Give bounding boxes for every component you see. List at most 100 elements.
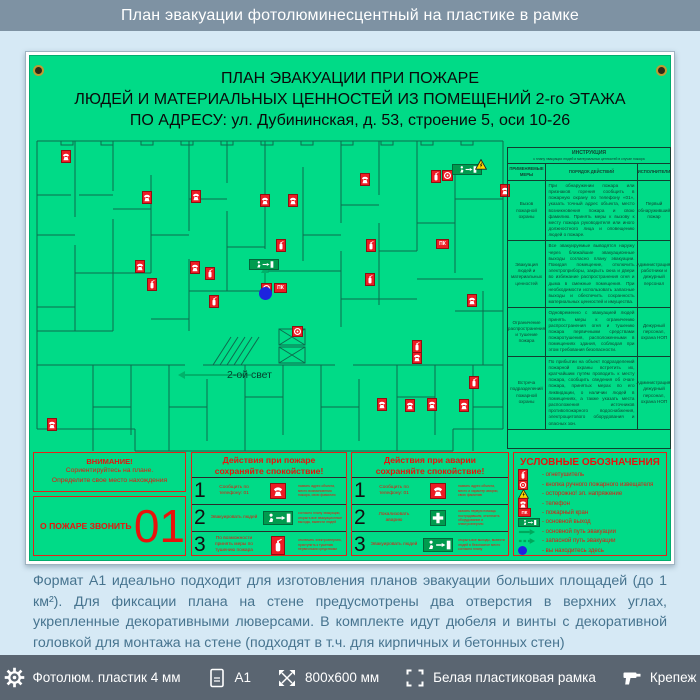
phone-icon: [47, 418, 57, 431]
step-note: открыть все выходы, вывести людей в безо…: [458, 538, 505, 552]
second-light-label: 2-ой свет: [227, 369, 272, 381]
attention-box: ВНИМАНИЕ! Сориентируйтесь на плане. Опре…: [33, 452, 186, 492]
poster-title-line1: ПЛАН ЭВАКУАЦИИ ПРИ ПОЖАРЕ: [220, 70, 480, 87]
page-title: План эвакуации фотолюминесцентный на пла…: [120, 6, 580, 24]
ext-icon: [271, 535, 285, 555]
step-note: отключить электроэнергию, приступить к т…: [298, 538, 342, 552]
spec-item-drill: Крепеж: [622, 668, 697, 688]
spec-label: Крепеж: [649, 670, 697, 685]
fire-actions-panel: Действия при пожаре сохраняйте спокойств…: [191, 452, 347, 556]
dimensions-icon: [277, 668, 297, 688]
phone-icon: [459, 399, 469, 412]
legend-icon-cell: [518, 528, 542, 536]
legend-label: - основной выход: [542, 519, 591, 526]
table-col-header-0: ПРИМЕНЯЕМЫЕ МЕРЫ: [508, 164, 546, 181]
eyelet-right-icon: [656, 65, 667, 76]
step-label: По возможности принять меры по тушению п…: [215, 535, 253, 554]
legend-icon-cell: [518, 537, 542, 545]
step-note: назвать адрес объекта, место возникновен…: [298, 484, 336, 498]
legend-icon-cell: [518, 546, 542, 556]
phone-icon: [405, 399, 415, 412]
step-icon-cell: [418, 510, 458, 526]
legend-label: - кнопка ручного пожарного извещателя: [542, 481, 654, 488]
exitsign-icon: [518, 517, 540, 527]
ext-icon: [147, 278, 157, 291]
legend-item: - телефон: [518, 497, 662, 510]
phone-icon: [270, 483, 286, 499]
table-row-2-measure: Ограничение распространения и тушение по…: [508, 308, 546, 357]
cross-icon: [430, 510, 446, 526]
table-row-2-executor: Дежурный персонал, охрана НОП: [638, 308, 670, 357]
table-row-0-measure: Вызов пожарной охраны: [508, 180, 546, 242]
dot-icon: [259, 287, 272, 300]
legend-label: - пожарный кран: [542, 509, 589, 516]
table-row-1-measure: Эвакуация людей и материальных ценностей: [508, 241, 546, 309]
poster-title-line3: ПО АДРЕСУ: ул. Дубининская, д. 53, строе…: [129, 112, 571, 129]
fire-steps: 1 Сообщить по телефону: 01 назвать адрес о…: [192, 477, 346, 558]
accident-steps: 1 Сообщить по телефону: 01 назвать адрес о…: [352, 477, 508, 558]
table-row-3-action: По прибытии на объект подразделений пожа…: [546, 356, 638, 430]
plan-icons-layer: ПК ПК: [35, 139, 510, 455]
table-row-0-executor: Первый обнаруживший пожар: [638, 181, 670, 242]
action-step-2: 2 Эвакуировать людей согласно плану эвакуа…: [192, 504, 346, 531]
fire-call-label: О ПОЖАРЕ ЗВОНИТЬ: [40, 521, 132, 531]
legend-label: - осторожно! эл. напряжение: [542, 491, 623, 498]
instruction-title: ИНСТРУКЦИЯ: [571, 150, 607, 156]
table-row-1-action: Все эвакуируемые выводятся наружу через …: [546, 241, 638, 309]
fire-actions-title: Действия при пожаре сохраняйте спокойств…: [214, 455, 324, 476]
ext-icon: [276, 239, 286, 252]
ext-icon: [365, 273, 375, 286]
poster-field: ПЛАН ЭВАКУАЦИИ ПРИ ПОЖАРЕ ЛЮДЕЙ И МАТЕРИ…: [29, 55, 671, 561]
arrow-dash-icon: [518, 537, 536, 545]
frame-icon: [405, 668, 425, 688]
pk-icon: ПК: [518, 508, 531, 518]
table-col-header-2: ИСПОЛНИТЕЛИ: [638, 164, 670, 181]
attention-line2: Сориентируйтесь на плане.: [65, 467, 154, 474]
action-step-3: 3 Эвакуировать людей открыть все выходы, в…: [352, 531, 508, 558]
legend-label: - запасной путь эвакуации: [542, 538, 616, 545]
step-note: назвать адрес объекта, место и характер …: [458, 484, 499, 498]
legend-panel: УСЛОВНЫЕ ОБОЗНАЧЕНИЯ - огнетушитель - кно…: [513, 452, 667, 556]
legend-icon-cell: [518, 479, 542, 490]
step-note: согласно плану эвакуации, открыть все эв…: [298, 511, 342, 525]
spec-label: Белая пластиковая рамка: [433, 670, 596, 685]
instruction-grid: ПРИМЕНЯЕМЫЕ МЕРЫ ПОРЯДОК ДЕЙСТВИЙ ИСПОЛНИТ…: [508, 163, 670, 430]
phone-icon: [500, 184, 510, 197]
spec-label: А1: [234, 670, 252, 685]
step-label: Локализовать аварию: [378, 511, 410, 523]
phone-icon: [467, 294, 477, 307]
step-number: 1: [354, 479, 366, 502]
spec-label: Фотолюм. пластик 4 мм: [32, 670, 181, 685]
action-step-3: 3 По возможности принять меры по тушению …: [192, 531, 346, 558]
step-number: 2: [354, 506, 366, 529]
legend-item: - основной выход: [518, 517, 662, 527]
step-number: 3: [194, 533, 206, 556]
spec-item-gear: Фотолюм. пластик 4 мм: [4, 667, 181, 688]
legend-item: - запасной путь эвакуации: [518, 537, 662, 546]
document-icon: [207, 668, 227, 688]
spec-item-doc: А1: [207, 668, 252, 688]
phone-icon: [377, 398, 387, 411]
fire-call-number: 01: [133, 500, 185, 552]
fire-call-box: О ПОЖАРЕ ЗВОНИТЬ 01: [33, 496, 186, 556]
header-bar: План эвакуации фотолюминесцентный на пла…: [0, 0, 700, 31]
step-number: 2: [194, 506, 206, 529]
legend-icon-cell: [518, 517, 542, 527]
alarm-icon: [518, 479, 528, 490]
phone-icon: [61, 150, 71, 163]
table-col-header-1: ПОРЯДОК ДЕЙСТВИЙ: [546, 164, 638, 181]
step-number: 3: [354, 533, 366, 556]
pk-icon: ПК: [274, 283, 287, 293]
step-icon-cell: [418, 538, 458, 552]
exitsign-icon: [423, 538, 453, 552]
poster-title-line2: ЛЮДЕЙ И МАТЕРИАЛЬНЫХ ЦЕННОСТЕЙ ИЗ ПОМЕЩЕ…: [74, 91, 626, 108]
phone-icon: [427, 398, 437, 411]
ext-icon: [469, 376, 479, 389]
accident-actions-title: Действия при аварии сохраняйте спокойств…: [375, 455, 485, 476]
phone-icon: [190, 261, 200, 274]
legend-label: - основной путь эвакуации: [542, 528, 616, 535]
eyelet-left-icon: [33, 65, 44, 76]
step-label: Сообщить по телефону: 01: [219, 484, 249, 496]
step-icon-cell: [258, 511, 298, 525]
